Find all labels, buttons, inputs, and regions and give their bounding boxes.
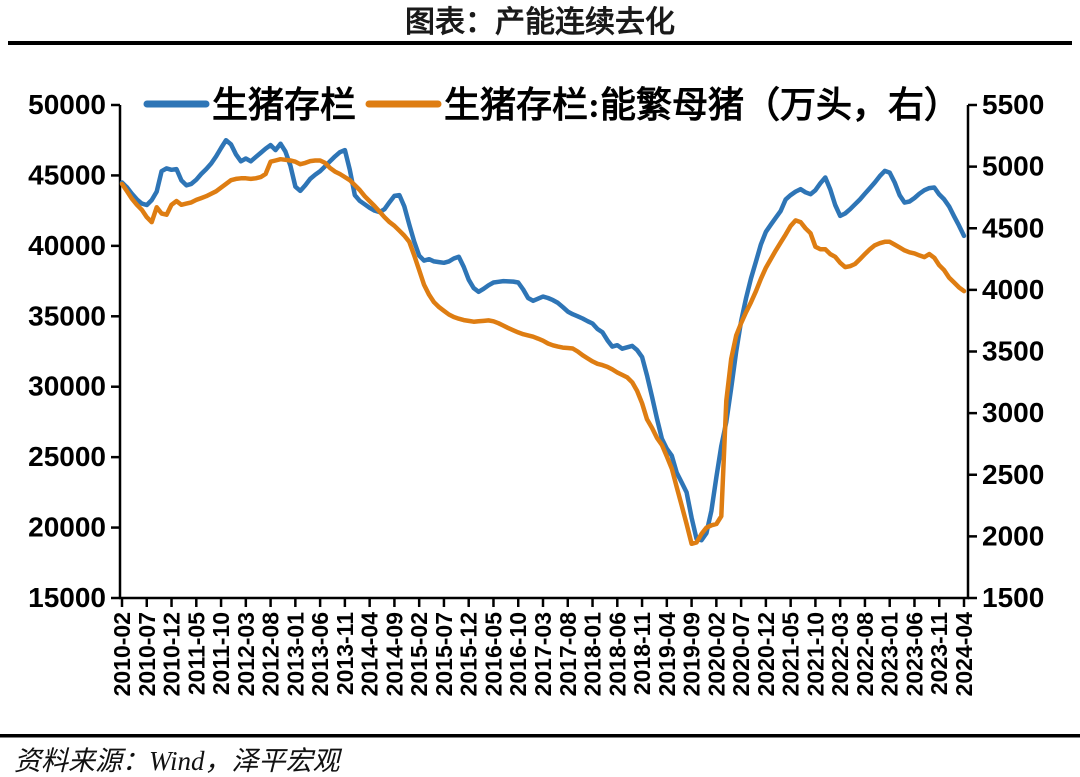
x-tick-label: 2017-08: [555, 612, 581, 697]
y-right-tick-label: 3000: [982, 397, 1044, 428]
page-title: 图表：产能连续去化: [405, 6, 675, 39]
x-tick-label: 2012-08: [258, 612, 284, 697]
x-tick-label: 2020-12: [753, 612, 779, 696]
x-tick-label: 2020-02: [703, 612, 729, 696]
x-tick-label: 2021-10: [802, 612, 828, 696]
y-right-tick-label: 5000: [982, 151, 1044, 182]
y-left-tick-label: 30000: [28, 371, 106, 402]
y-left-tick-label: 45000: [28, 159, 106, 190]
x-tick-label: 2023-06: [901, 612, 927, 696]
x-tick-label: 2012-03: [233, 612, 259, 696]
bottom-rule: [0, 734, 1080, 738]
x-tick-label: 2013-01: [282, 612, 308, 697]
plot-area: 50000 45000 40000 35000 30000 25000 20000 15000…: [28, 89, 1044, 696]
y-right-tick-label: 1500: [982, 582, 1044, 613]
x-tick-label: 2023-01: [877, 612, 903, 697]
x-tick-label: 2017-03: [530, 612, 556, 696]
x-tick-label: 2020-07: [728, 612, 754, 696]
x-tick-label: 2013-11: [332, 612, 358, 695]
y-left-tick-label: 40000: [28, 230, 106, 261]
y-right-tick-label: 3500: [982, 336, 1044, 367]
x-tick-label: 2016-05: [480, 612, 506, 697]
y-left-tick-label: 50000: [28, 89, 106, 120]
series-line-pig-inventory: [119, 137, 967, 543]
y-right-tick-label: 2500: [982, 459, 1044, 490]
legend-label-pig-inventory: 生猪存栏: [212, 85, 356, 125]
x-tick-label: 2011-05: [183, 612, 209, 695]
x-tick-label: 2010-02: [109, 612, 135, 696]
y-left-tick-label: 35000: [28, 300, 106, 331]
x-tick-label: 2013-06: [307, 612, 333, 696]
source-note: 资料来源：Wind，泽平宏观: [14, 746, 343, 776]
legend: 生猪存栏 生猪存栏:能繁母猪（万头，右）: [143, 85, 960, 125]
series-line-breeding-sows: [119, 156, 967, 547]
x-tick-label: 2022-03: [827, 612, 853, 696]
x-tick-label: 2018-11: [629, 612, 655, 695]
x-tick-label: 2016-10: [505, 612, 531, 696]
x-tick-label: 2021-05: [778, 612, 804, 697]
x-tick-label: 2010-07: [134, 612, 160, 696]
top-rule: [8, 41, 1072, 45]
x-tick-label: 2011-10: [208, 612, 234, 695]
y-left-tick-label: 25000: [28, 441, 106, 472]
x-tick-label: 2010-12: [159, 612, 185, 696]
y-left-tick-label: 15000: [28, 582, 106, 613]
x-tick-label: 2018-06: [604, 612, 630, 696]
y-left-tick-label: 20000: [28, 512, 106, 543]
y-right-tick-label: 5500: [982, 89, 1044, 120]
x-tick-label: 2023-11: [926, 612, 952, 695]
x-tick-label: 2015-07: [431, 612, 457, 696]
y-right-tick-label: 4000: [982, 274, 1044, 305]
y-right-tick-label: 4500: [982, 212, 1044, 243]
x-tick-label: 2019-09: [679, 612, 705, 696]
x-tick-label: 2014-04: [357, 612, 383, 697]
x-tick-label: 2018-01: [580, 612, 606, 697]
x-tick-label: 2015-02: [406, 612, 432, 696]
x-tick-label: 2015-12: [456, 612, 482, 696]
x-tick-label: 2019-04: [654, 612, 680, 697]
x-tick-label: 2022-08: [852, 612, 878, 697]
y-right-tick-label: 2000: [982, 520, 1044, 551]
legend-label-breeding-sows: 生猪存栏:能繁母猪（万头，右）: [444, 85, 960, 125]
x-tick-label: 2024-04: [951, 612, 977, 697]
x-tick-label: 2014-09: [381, 612, 407, 696]
